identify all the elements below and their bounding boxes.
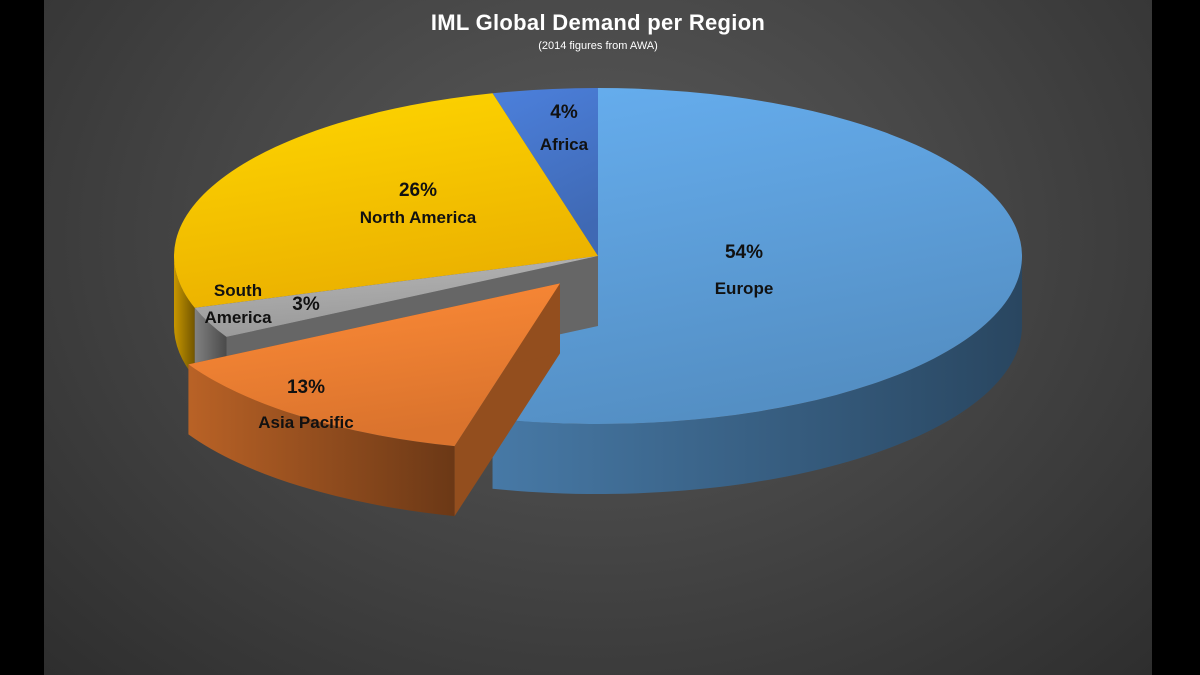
data-label-europe-value: 54% xyxy=(725,242,763,263)
pie-slice-top-asia-pacific xyxy=(188,283,560,447)
data-label-south-america-value: 3% xyxy=(292,294,320,315)
pie-slice-top-africa xyxy=(492,88,598,256)
pie-slice-wall-north-america xyxy=(174,256,195,378)
pie-chart: 54% Europe 13% Asia Pacific 3% South America 26… xyxy=(173,88,1022,517)
data-label-south-america-name: South America xyxy=(204,281,272,327)
data-label-asia-pacific-name: Asia Pacific xyxy=(258,413,353,432)
pie-slice-top-south-america xyxy=(194,256,598,337)
chart-title: IML Global Demand per Region xyxy=(430,10,766,35)
data-label-africa-name: Africa xyxy=(540,135,589,154)
pie-slice-north-america xyxy=(173,93,599,378)
chart-frame: IML Global Demand per Region (2014 figur… xyxy=(44,0,1152,675)
pie-slice-wall-asia-pacific xyxy=(188,364,455,517)
data-label-north-america-value: 26% xyxy=(399,180,437,201)
pie-slice-wall-europe xyxy=(492,256,1022,495)
data-label-africa-value: 4% xyxy=(550,102,578,123)
data-label-north-america-name: North America xyxy=(360,208,477,227)
data-label-europe-name: Europe xyxy=(715,279,774,298)
pie-slice-africa xyxy=(492,88,598,256)
pie-slice-asia-pacific xyxy=(188,283,560,517)
chart-subtitle: (2014 figures from AWA) xyxy=(538,40,658,52)
pie-slice-top-north-america xyxy=(173,93,599,308)
data-label-asia-pacific-value: 13% xyxy=(287,377,325,398)
pie-slice-top-europe xyxy=(492,88,1022,424)
